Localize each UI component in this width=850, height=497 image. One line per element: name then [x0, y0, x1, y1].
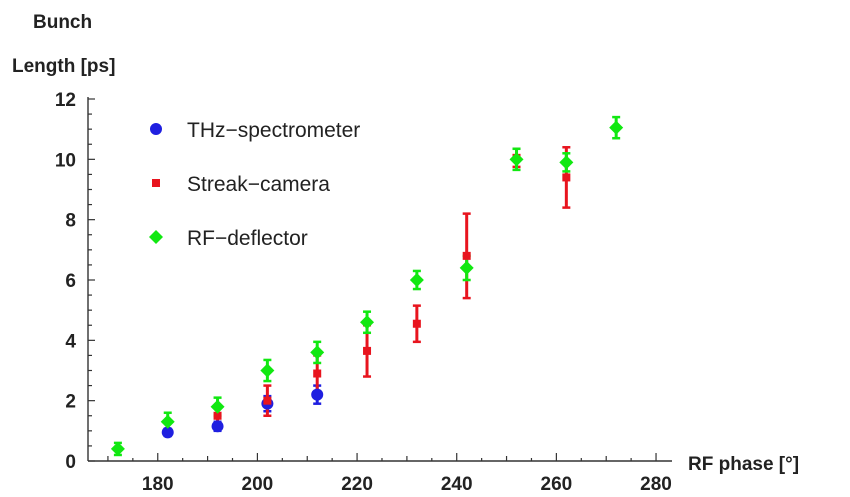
y-tick-label: 8 [65, 211, 76, 232]
x-tick-label: 280 [640, 474, 672, 495]
y-axis-title-line1: Bunch [33, 12, 92, 33]
legend-label: Streak−camera [187, 173, 330, 196]
data-point [609, 120, 624, 135]
data-point [360, 315, 375, 330]
legend-marker [150, 123, 162, 135]
data-point [310, 345, 325, 360]
data-point [263, 396, 272, 405]
data-point [559, 155, 574, 170]
data-point [562, 173, 571, 182]
data-point [459, 260, 474, 275]
data-point [160, 414, 175, 429]
data-point [509, 152, 524, 167]
data-point [412, 319, 421, 328]
y-tick-label: 6 [65, 271, 76, 292]
data-point [110, 441, 125, 456]
data-point [363, 346, 372, 355]
x-tick-label: 240 [441, 474, 473, 495]
x-axis-title: RF phase [°] [688, 454, 799, 475]
data-point [313, 369, 322, 378]
x-tick-label: 260 [541, 474, 573, 495]
x-tick-label: 200 [242, 474, 274, 495]
y-tick-label: 10 [55, 150, 76, 171]
y-axis-title-line2: Length [ps] [12, 56, 115, 77]
axis-ticks: 0 2 4 6 8 10 12 180 200 220 240 260 280 [55, 90, 672, 495]
data-point [462, 251, 471, 260]
data-point [409, 273, 424, 287]
x-tick-label: 180 [142, 474, 174, 495]
y-tick-label: 2 [65, 392, 76, 413]
data-point [260, 363, 275, 378]
data-point [211, 420, 224, 433]
y-tick-label: 4 [65, 331, 76, 352]
data-point [210, 399, 225, 414]
data-markers [110, 120, 624, 456]
error-bars [113, 115, 621, 457]
y-tick-label: 0 [65, 452, 76, 473]
legend-label: THz−spectrometer [187, 119, 360, 142]
data-point [213, 411, 222, 420]
x-tick-label: 220 [341, 474, 373, 495]
data-point [311, 388, 324, 401]
legend-marker [152, 179, 160, 187]
legend: THz−spectrometer Streak−camera RF−deflecto… [149, 119, 360, 250]
legend-label: RF−deflector [187, 227, 308, 250]
y-tick-label: 12 [55, 90, 76, 111]
data-point [161, 426, 174, 439]
legend-marker [149, 230, 163, 244]
